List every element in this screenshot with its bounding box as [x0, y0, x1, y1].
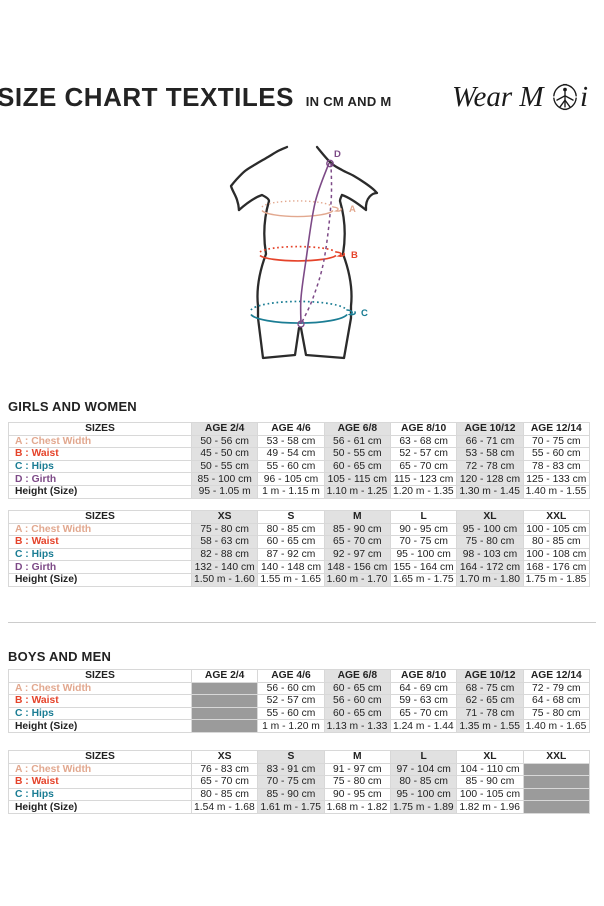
- svg-text:A: A: [349, 204, 356, 215]
- svg-text:D: D: [334, 149, 341, 160]
- svg-text:C: C: [361, 308, 368, 319]
- svg-text:B: B: [351, 250, 358, 261]
